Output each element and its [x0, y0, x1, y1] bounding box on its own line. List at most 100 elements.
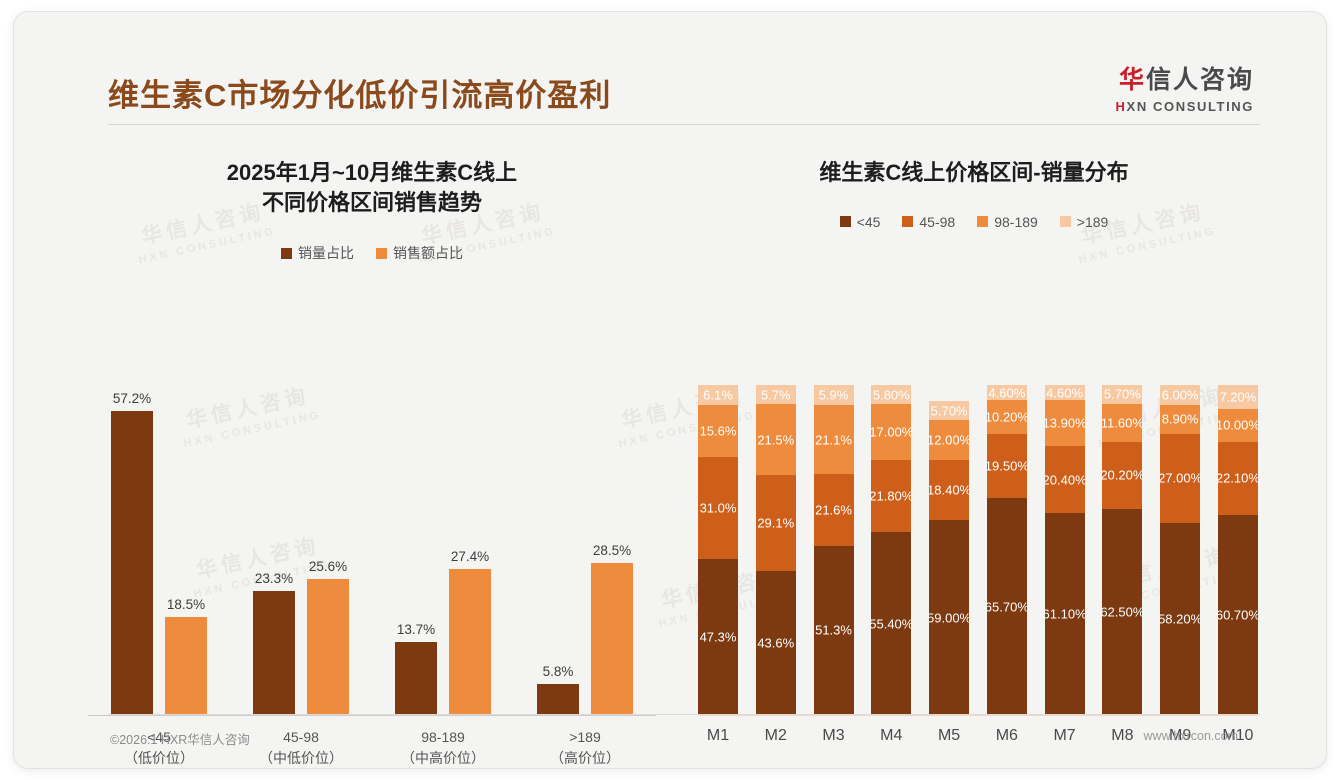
x-axis-line	[88, 715, 656, 716]
plot-area-left: 57.2% 18.5% <45 （低价位） 23.3% 25.6% 45-98 （中低价位） 1…	[88, 336, 656, 766]
stacked-bar[interactable]: 4.60% 10.20% 19.50% 65.70% M6	[986, 282, 1027, 744]
bar[interactable]: 25.6%	[307, 559, 349, 715]
x-axis-label: M4	[880, 727, 903, 744]
x-axis-label: M8	[1111, 727, 1134, 744]
x-axis-label: M7	[1053, 727, 1076, 744]
stack-segment[interactable]: 62.50%	[1102, 508, 1143, 715]
stack-segment[interactable]: 31.0%	[698, 456, 738, 559]
stack-segment-label: 51.3%	[815, 622, 852, 638]
stacked-bar[interactable]: 5.80% 17.00% 21.80% 55.40% M4	[871, 282, 912, 744]
x-axis-label: M9	[1169, 727, 1192, 744]
bar-group: 13.7% 27.4% 98-189 （中高价位）	[372, 385, 514, 766]
stack-segment[interactable]: 21.5%	[755, 404, 796, 476]
stack-segment-label: 6.1%	[703, 387, 733, 403]
stack-segment[interactable]: 43.6%	[755, 571, 796, 715]
legend-item[interactable]: <45	[839, 213, 881, 230]
bar-group-bars: 23.3% 25.6%	[230, 385, 372, 715]
plot-area-right: 6.1% 15.6% 31.0% 47.3% M1 5.7% 21.5% 29.1% 43.6%…	[698, 282, 1258, 766]
stacked-bar[interactable]: 6.00% 8.90% 27.00% 58.20% M9	[1160, 282, 1201, 744]
legend-item[interactable]: 销售额占比	[376, 243, 463, 263]
stack-segment-label: 31.0%	[699, 500, 737, 516]
stack-segment[interactable]: 60.70%	[1217, 514, 1258, 715]
stack-segment[interactable]: 18.40%	[929, 459, 970, 521]
stack-segment[interactable]: 11.60%	[1102, 403, 1143, 443]
x-axis-label: 45-98 （中低价位）	[230, 727, 372, 768]
stack-segment[interactable]: 22.10%	[1217, 441, 1258, 515]
stack-segment[interactable]: 7.20%	[1217, 385, 1258, 409]
stack-segment-label: 22.10%	[1217, 470, 1258, 486]
page-title: 维生素C市场分化低价引流高价盈利	[108, 78, 612, 113]
stacked-bar[interactable]: 5.7% 21.5% 29.1% 43.6% M2	[755, 282, 796, 744]
stack-segment[interactable]: 20.40%	[1044, 446, 1085, 514]
stack-segment[interactable]: 29.1%	[755, 475, 796, 572]
bar-value-label: 13.7%	[396, 622, 436, 638]
stack-segment[interactable]: 59.00%	[929, 520, 970, 715]
bar[interactable]: 23.3%	[253, 571, 295, 715]
legend-item[interactable]: 销量占比	[281, 243, 354, 263]
footer-copyright: ©2026.1 HXR华信人咨询	[110, 733, 250, 747]
bar[interactable]: 57.2%	[111, 391, 153, 715]
stack-segment[interactable]: 4.60%	[1044, 385, 1085, 401]
stack-segment[interactable]: 12.00%	[929, 420, 970, 460]
stack-segment[interactable]: 5.7%	[755, 385, 796, 405]
stack-segment[interactable]: 5.70%	[1102, 385, 1143, 404]
stack-segment[interactable]: 65.70%	[986, 498, 1027, 715]
x-axis-label: >189 （高价位）	[514, 727, 656, 768]
x-axis-label-sub: （中低价位）	[259, 750, 343, 766]
bar[interactable]: 27.4%	[449, 549, 491, 715]
stack-segment[interactable]: 21.6%	[813, 474, 854, 546]
bar[interactable]: 28.5%	[591, 543, 633, 715]
stacked-bar[interactable]: 6.1% 15.6% 31.0% 47.3% M1	[698, 282, 738, 744]
stack-segment[interactable]: 4.60%	[986, 385, 1027, 401]
bar-group-bars: 57.2% 18.5%	[88, 385, 230, 715]
stacked-bar[interactable]: 5.9% 21.1% 21.6% 51.3% M3	[813, 282, 854, 744]
bar-group-bars: 5.8% 28.5%	[514, 385, 656, 715]
stacked-bar[interactable]: 4.60% 13.90% 20.40% 61.10% M7	[1044, 282, 1085, 744]
stack-segment-label: 10.00%	[1217, 417, 1258, 433]
stack-segment[interactable]: 51.3%	[813, 545, 854, 715]
bar[interactable]: 13.7%	[395, 622, 437, 715]
stack-segment-label: 21.5%	[757, 432, 795, 448]
bar-value-label: 18.5%	[166, 596, 206, 612]
stack-segment[interactable]: 55.40%	[871, 532, 912, 715]
stack-segment[interactable]: 21.80%	[871, 460, 912, 533]
stacked-bar[interactable]: 5.70% 11.60% 20.20% 62.50% M8	[1102, 282, 1143, 744]
stack-segment[interactable]: 10.00%	[1217, 408, 1258, 442]
stack-segment[interactable]: 15.6%	[698, 405, 738, 457]
stack-segment[interactable]: 58.20%	[1160, 522, 1201, 715]
bar[interactable]: 5.8%	[537, 664, 579, 715]
x-axis-label: M6	[995, 727, 1018, 744]
stacked-bar[interactable]: 7.20% 10.00% 22.10% 60.70% M10	[1217, 282, 1258, 744]
bar[interactable]: 18.5%	[165, 597, 207, 715]
bar-group: 5.8% 28.5% >189 （高价位）	[514, 385, 656, 766]
stack-segment[interactable]: 5.80%	[871, 385, 912, 405]
stack-segment[interactable]: 6.1%	[698, 385, 738, 406]
stack-segment[interactable]: 20.20%	[1102, 442, 1143, 509]
stack-segment[interactable]: 6.00%	[1160, 384, 1201, 405]
stack-segment-label: 65.70%	[986, 599, 1027, 615]
legend-item[interactable]: 98-189	[977, 214, 1038, 230]
x-axis-line	[698, 715, 1258, 716]
stack-segment[interactable]: 17.00%	[871, 404, 912, 461]
legend-item[interactable]: 45-98	[902, 214, 955, 230]
stack-segment-label: 6.00%	[1161, 387, 1199, 403]
stack-segment[interactable]: 27.00%	[1160, 433, 1201, 523]
stack-segment-label: 5.9%	[818, 387, 849, 403]
chart-title-left: 2025年1月~10月维生素C线上 不同价格区间销售趋势	[72, 158, 672, 217]
stack-segment[interactable]: 10.20%	[986, 400, 1027, 434]
legend-right: <45 45-98 98-189 >189	[674, 214, 1274, 230]
stack-segment[interactable]: 8.90%	[1160, 404, 1201, 434]
stack-segment[interactable]: 19.50%	[986, 433, 1027, 499]
stack-segment[interactable]: 61.10%	[1044, 513, 1085, 715]
stack-segment-label: 21.1%	[815, 432, 852, 448]
stack-segment-label: 60.70%	[1217, 607, 1258, 623]
legend-label: <45	[856, 213, 881, 230]
legend-item[interactable]: >189	[1059, 214, 1108, 230]
stack-segment[interactable]: 47.3%	[698, 558, 738, 715]
stack-segment[interactable]: 13.90%	[1044, 400, 1085, 447]
stacked-bar[interactable]: 5.70% 12.00% 18.40% 59.00% M5	[929, 282, 970, 744]
stack-segment[interactable]: 5.70%	[929, 401, 970, 420]
x-axis-label-sub: （中高价位）	[401, 750, 485, 766]
stack-segment[interactable]: 21.1%	[813, 404, 854, 475]
stack-segment[interactable]: 5.9%	[813, 385, 854, 405]
